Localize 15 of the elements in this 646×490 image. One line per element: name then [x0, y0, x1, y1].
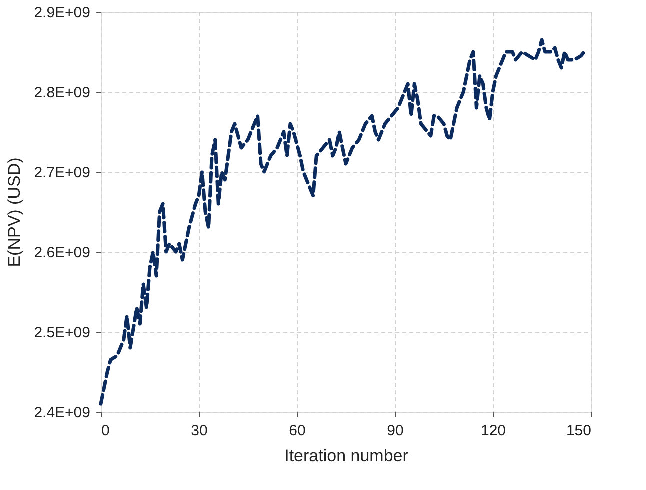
- x-tick-label: 30: [191, 422, 208, 440]
- y-tick-label: 2.9E+09: [34, 4, 90, 22]
- x-tick-label: 120: [480, 422, 506, 440]
- x-tick-label: 90: [387, 422, 404, 440]
- y-tick-label: 2.8E+09: [34, 84, 90, 102]
- y-tick-label: 2.6E+09: [34, 244, 90, 262]
- y-tick-label: 2.4E+09: [34, 404, 90, 422]
- x-tick-label: 60: [289, 422, 306, 440]
- x-tick-label: 150: [566, 422, 592, 440]
- y-tick-label: 2.7E+09: [34, 164, 90, 182]
- y-tick-label: 2.5E+09: [34, 324, 90, 342]
- y-axis-title: E(NPV) (USD): [5, 158, 24, 268]
- x-axis-title: Iteration number: [284, 446, 409, 466]
- x-tick-label: 0: [102, 422, 110, 440]
- line-series: [99, 38, 586, 406]
